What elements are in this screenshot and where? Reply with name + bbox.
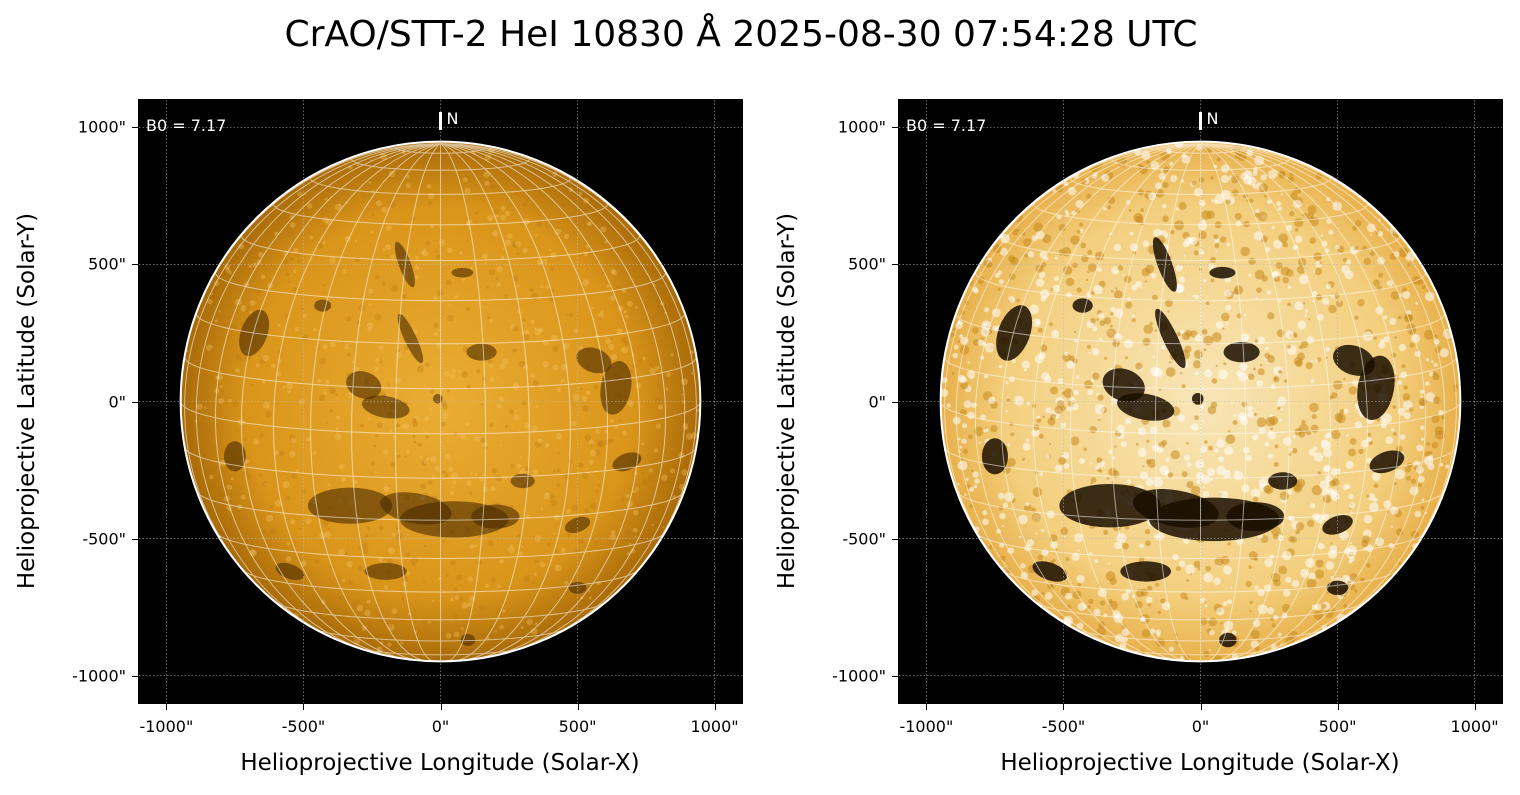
y-tick-mark (132, 264, 138, 266)
y-tick-mark (892, 538, 898, 540)
y-axis-label: Helioprojective Latitude (Solar-Y) (774, 212, 800, 590)
y-tick-mark (132, 127, 138, 129)
x-tick-label: -1000" (899, 717, 954, 736)
solar-disk-image: N B0 = 7.17 (139, 100, 742, 703)
x-tick-mark (1200, 704, 1202, 710)
x-tick-label: 500" (558, 717, 597, 736)
x-tick-mark (1474, 704, 1476, 710)
x-tick-mark (166, 704, 168, 710)
y-tick-mark (132, 401, 138, 403)
x-tick-label: 0" (1191, 717, 1210, 736)
y-tick-label: 500" (88, 254, 126, 274)
solar-image-plot[interactable]: N B0 = 7.17 (138, 99, 743, 704)
x-tick-mark (303, 704, 305, 710)
b0-label: B0 = 7.17 (906, 116, 986, 135)
x-tick-label: -1000" (139, 717, 194, 736)
x-tick-label: 500" (1318, 717, 1357, 736)
y-tick-label: -500" (82, 529, 126, 549)
x-tick-mark (577, 704, 579, 710)
y-tick-label: 0" (868, 392, 886, 411)
x-tick-label: -500" (1041, 717, 1086, 736)
y-tick-label: 1000" (837, 117, 886, 137)
y-tick-mark (892, 401, 898, 403)
y-axis-label: Helioprojective Latitude (Solar-Y) (14, 212, 40, 590)
north-label: N (1207, 109, 1219, 128)
y-tick-mark (892, 675, 898, 677)
y-tick-mark (132, 675, 138, 677)
x-tick-mark (926, 704, 928, 710)
solar-image-plot[interactable]: N B0 = 7.17 (898, 99, 1503, 704)
x-axis-label: Helioprojective Longitude (Solar-X) (1000, 750, 1400, 776)
x-tick-mark (1063, 704, 1065, 710)
x-tick-mark (1337, 704, 1339, 710)
x-tick-label: 1000" (1450, 717, 1499, 736)
x-tick-mark (440, 704, 442, 710)
solar-disk-image: N B0 = 7.17 (899, 100, 1502, 703)
north-label: N (447, 109, 459, 128)
y-tick-label: 1000" (77, 117, 126, 137)
y-tick-label: -1000" (832, 666, 886, 686)
x-tick-label: 0" (431, 717, 450, 736)
y-tick-label: 500" (848, 254, 886, 274)
y-tick-label: 0" (108, 392, 126, 411)
x-tick-mark (714, 704, 716, 710)
b0-label: B0 = 7.17 (146, 116, 226, 135)
figure-title: CrAO/STT-2 HeI 10830 Å 2025-08-30 07:54:… (284, 14, 1198, 55)
heliographic-grid (940, 143, 1461, 662)
y-tick-mark (892, 264, 898, 266)
x-tick-label: 1000" (690, 717, 739, 736)
y-tick-label: -1000" (72, 666, 126, 686)
x-axis-label: Helioprojective Longitude (Solar-X) (240, 750, 640, 776)
y-tick-mark (132, 538, 138, 540)
x-tick-label: -500" (281, 717, 326, 736)
y-tick-label: -500" (842, 529, 886, 549)
y-tick-mark (892, 127, 898, 129)
